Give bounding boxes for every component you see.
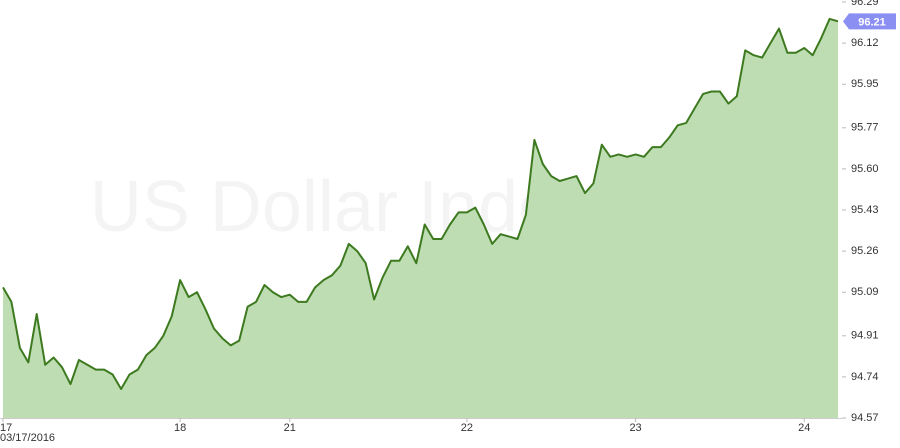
y-tick-label: 94.91 xyxy=(851,330,879,342)
y-tick-label: 95.26 xyxy=(851,245,879,257)
y-tick-label: 94.74 xyxy=(851,371,879,383)
x-tick-label: 17 xyxy=(0,422,12,434)
y-tick-label: 95.60 xyxy=(851,163,879,175)
line xyxy=(2,17,839,390)
area xyxy=(3,18,838,419)
x-tick-label: 22 xyxy=(461,422,473,434)
x-tick-label: 24 xyxy=(798,422,810,434)
y-tick-label: 96.12 xyxy=(851,37,879,49)
x-tick-label: 18 xyxy=(174,422,186,434)
y-tick-label: 95.43 xyxy=(851,204,879,216)
last-value-label: 96.21 xyxy=(858,16,886,28)
y-tick-label: 95.09 xyxy=(851,286,879,298)
y-tick-label: 95.95 xyxy=(851,78,879,90)
x-tick-label: 21 xyxy=(284,422,296,434)
date-label: 03/17/2016 xyxy=(0,432,55,444)
y-tick-label: 94.57 xyxy=(851,412,879,424)
y-tick-label: 95.77 xyxy=(851,122,879,134)
x-tick-label: 23 xyxy=(629,422,641,434)
y-tick-label: 96.29 xyxy=(851,0,879,8)
last-value-badge xyxy=(843,13,896,30)
